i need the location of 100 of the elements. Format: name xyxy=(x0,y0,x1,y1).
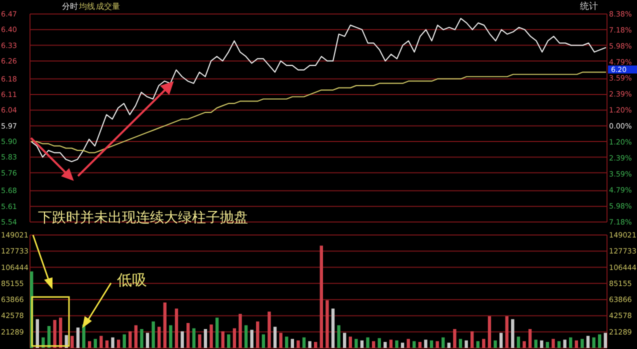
bar xyxy=(232,328,236,348)
bar xyxy=(290,338,294,348)
bar xyxy=(458,338,462,348)
bar xyxy=(53,320,56,348)
bar xyxy=(406,338,410,348)
bar xyxy=(604,332,607,348)
bar xyxy=(134,325,138,348)
bar xyxy=(36,319,39,348)
bar xyxy=(366,337,370,348)
bar xyxy=(186,322,190,348)
bar xyxy=(592,337,596,348)
bar xyxy=(256,321,260,348)
bar xyxy=(395,340,398,348)
bar xyxy=(389,340,393,348)
text: 成交量 xyxy=(96,2,120,11)
bar xyxy=(204,329,208,348)
bar xyxy=(320,246,323,348)
bar xyxy=(400,342,404,348)
bar xyxy=(302,337,306,348)
bar xyxy=(273,326,277,348)
bar xyxy=(308,341,312,348)
bar xyxy=(430,340,434,348)
bar xyxy=(146,332,150,348)
bar xyxy=(210,324,213,348)
bar xyxy=(505,316,508,348)
bar xyxy=(227,334,230,348)
bar xyxy=(314,342,318,348)
bar xyxy=(546,342,550,348)
bar xyxy=(569,337,572,348)
bar xyxy=(384,342,387,348)
bar xyxy=(76,328,80,348)
bar xyxy=(516,336,520,348)
bar xyxy=(424,340,428,348)
bar xyxy=(128,331,132,348)
bar xyxy=(180,331,184,348)
bar xyxy=(470,331,474,348)
text: 统计 xyxy=(580,1,598,12)
bar xyxy=(372,341,376,348)
bar xyxy=(105,340,109,348)
line-series xyxy=(30,18,607,162)
bar xyxy=(580,338,584,348)
bar xyxy=(552,338,555,348)
bar xyxy=(285,336,288,348)
bar xyxy=(111,337,114,348)
text: 均线 xyxy=(78,2,95,11)
bar xyxy=(412,341,416,348)
bar xyxy=(140,329,144,348)
bar xyxy=(94,338,97,348)
bar xyxy=(58,318,62,348)
bar xyxy=(436,341,439,348)
text: 分时 xyxy=(62,2,78,11)
bar xyxy=(453,329,456,348)
bar xyxy=(238,314,242,348)
bar xyxy=(221,331,224,348)
line-series xyxy=(30,72,607,154)
bar xyxy=(354,338,358,348)
bar xyxy=(598,334,602,348)
bar xyxy=(268,312,271,348)
bar xyxy=(169,325,172,348)
bar xyxy=(116,340,120,348)
bar xyxy=(192,328,196,348)
bar xyxy=(279,332,282,348)
bar xyxy=(499,332,503,348)
bar xyxy=(488,316,492,348)
bar xyxy=(158,326,161,348)
bar xyxy=(296,340,300,348)
bar xyxy=(331,308,335,348)
bar xyxy=(70,336,74,348)
bar xyxy=(447,342,451,348)
bar xyxy=(557,341,561,348)
bar xyxy=(152,321,155,348)
bar xyxy=(482,338,486,348)
bar xyxy=(244,325,248,348)
bar xyxy=(215,318,219,348)
bar xyxy=(494,340,497,348)
annotation: 低吸 xyxy=(117,271,147,289)
bar xyxy=(442,337,445,348)
bar xyxy=(418,342,422,348)
bar xyxy=(262,334,266,348)
bar xyxy=(250,330,254,348)
bar xyxy=(100,336,103,348)
bar xyxy=(122,334,126,348)
bar xyxy=(348,336,352,348)
bar xyxy=(586,336,590,348)
bar xyxy=(511,319,514,348)
bar xyxy=(574,340,578,348)
bar xyxy=(563,340,566,348)
bar xyxy=(326,300,329,348)
bar xyxy=(88,341,92,348)
bar xyxy=(464,340,468,348)
bar xyxy=(337,325,340,348)
bar xyxy=(378,338,381,348)
annotation: 下跌时并未出现连续大绿柱子抛盘 xyxy=(38,210,248,226)
bar xyxy=(198,334,202,348)
bar xyxy=(528,329,532,348)
bar xyxy=(360,340,364,348)
bar xyxy=(476,341,480,348)
bar xyxy=(540,340,544,348)
bar xyxy=(174,308,178,348)
bar xyxy=(522,341,526,348)
